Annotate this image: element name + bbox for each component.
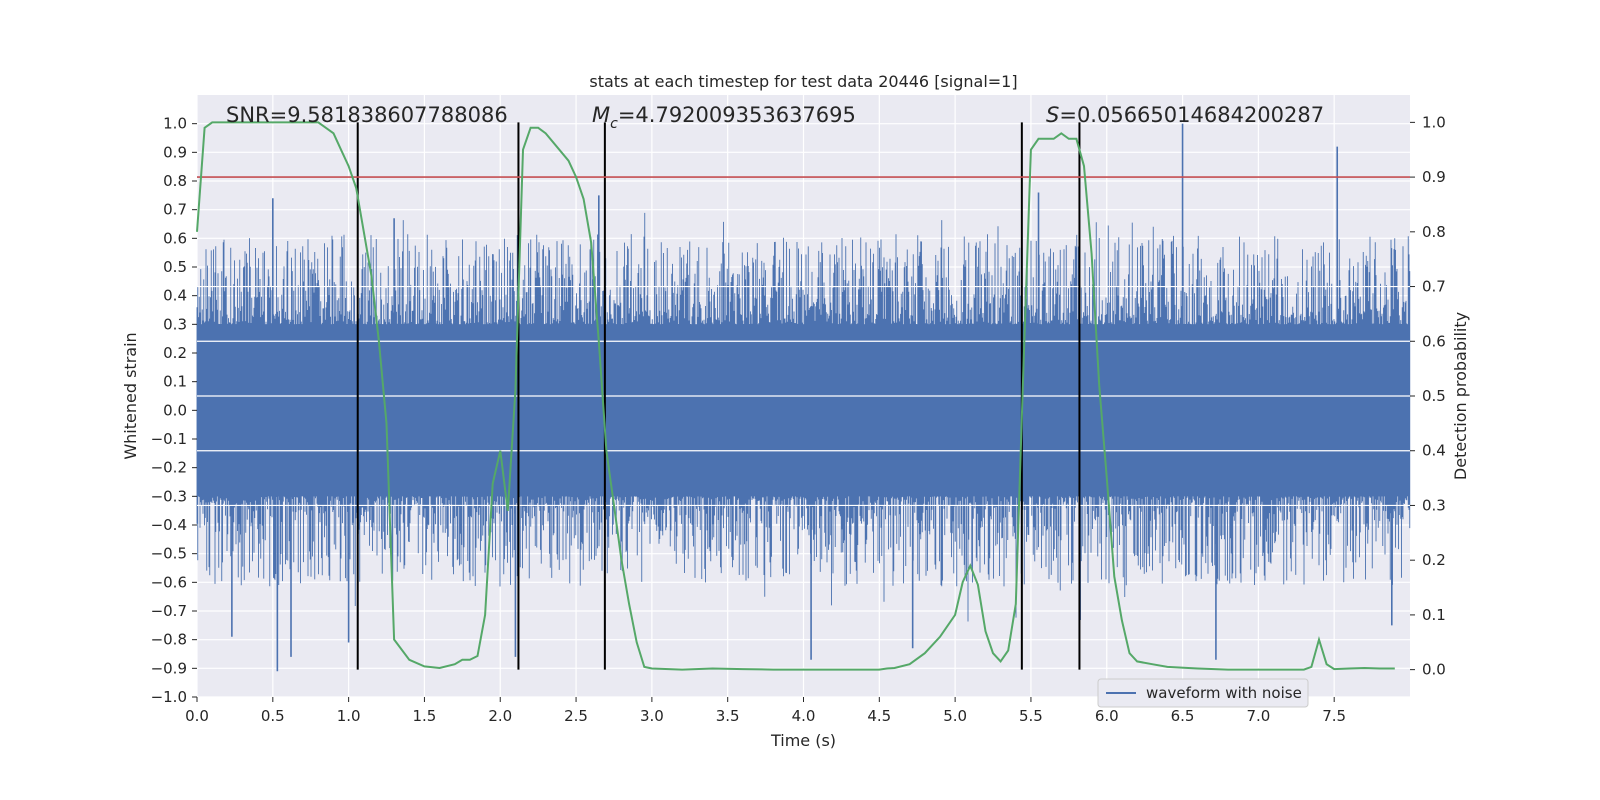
detection-probability-line (196, 121, 1395, 671)
x-tick-label: 0.0 (185, 707, 209, 725)
mc-value: =4.792009353637695 (618, 103, 856, 127)
x-tick-label: 7.5 (1322, 707, 1346, 725)
mc-subscript: c (610, 116, 618, 132)
y-tick-label: −1.0 (151, 688, 187, 706)
y-tick-label: 0.1 (163, 373, 187, 391)
y-tick-label: 1.0 (163, 115, 187, 133)
x-tick-labels: 0.0 0.5 1.0 1.5 2.0 2.5 3.0 3.5 4.0 4.5 5.0 5.5 6.0 6… (185, 697, 1346, 725)
y2-tick-label: 1.0 (1422, 113, 1446, 131)
y-tick-label: 0.9 (163, 143, 187, 161)
strain-core-band (197, 324, 1410, 497)
y-tick-label: 0.0 (163, 401, 187, 419)
x-tick-label: 5.5 (1019, 707, 1043, 725)
x-tick-label: 4.5 (867, 707, 891, 725)
y-tick-label: 0.5 (163, 258, 187, 276)
snr-annotation: SNR=9.581838607788086 (226, 103, 508, 127)
y-tick-label: −0.8 (151, 631, 187, 649)
x-tick-label: 2.0 (488, 707, 512, 725)
y-tick-label: 0.2 (163, 344, 187, 362)
y-tick-label: −0.3 (151, 487, 187, 505)
y-tick-label: 0.4 (163, 287, 187, 305)
s-annotation: S=0.05665014684200287 (1046, 103, 1324, 127)
y2-tick-label: 0.3 (1422, 496, 1446, 514)
x-tick-label: 6.5 (1171, 707, 1195, 725)
y2-axis-label: Detection probability (1451, 312, 1470, 480)
y-tick-label: −0.1 (151, 430, 187, 448)
probability-series (196, 121, 1395, 671)
y2-tick-label: 0.1 (1422, 606, 1446, 624)
x-tick-label: 3.0 (640, 707, 664, 725)
y-tick-label: −0.5 (151, 545, 187, 563)
y-tick-label: −0.6 (151, 573, 187, 591)
x-tick-label: 6.0 (1095, 707, 1119, 725)
y-tick-labels: 1.0 0.9 0.8 0.7 0.6 0.5 0.4 0.3 0.2 0.1 0.0 −0.1 −0.… (151, 115, 197, 706)
y-tick-label: 0.8 (163, 172, 187, 190)
y2-tick-labels: 1.0 0.9 0.8 0.7 0.6 0.5 0.4 0.3 0.2 0.1 0.0 (1410, 113, 1446, 679)
chirp-mass-annotation: Mc=4.792009353637695 (592, 103, 856, 132)
x-tick-label: 1.0 (337, 707, 361, 725)
y-tick-label: 0.7 (163, 201, 187, 219)
y2-tick-label: 0.8 (1422, 223, 1446, 241)
x-tick-label: 7.0 (1246, 707, 1270, 725)
y-tick-label: −0.2 (151, 459, 187, 477)
y2-tick-label: 0.5 (1422, 387, 1446, 405)
legend-box (1097, 678, 1309, 708)
s-symbol: S (1046, 103, 1059, 127)
mc-symbol: M (592, 103, 610, 127)
y-tick-label: −0.9 (151, 659, 187, 677)
y-tick-label: −0.4 (151, 516, 187, 534)
y2-tick-label: 0.0 (1422, 661, 1446, 679)
y-tick-label: −0.7 (151, 602, 187, 620)
y2-tick-label: 0.4 (1422, 442, 1446, 460)
x-axis-label: Time (s) (770, 731, 836, 750)
strain-series (196, 123, 1411, 672)
y-axis-label: Whitened strain (121, 332, 140, 459)
y2-tick-label: 0.9 (1422, 168, 1446, 186)
y-tick-label: 0.3 (163, 315, 187, 333)
y2-tick-label: 0.2 (1422, 551, 1446, 569)
y2-tick-label: 0.6 (1422, 332, 1446, 350)
y-tick-label: 0.6 (163, 229, 187, 247)
chart-title: stats at each timestep for test data 204… (589, 72, 1017, 91)
x-tick-label: 5.0 (943, 707, 967, 725)
x-tick-label: 4.0 (792, 707, 816, 725)
x-tick-label: 0.5 (261, 707, 285, 725)
y2-tick-label: 0.7 (1422, 278, 1446, 296)
x-tick-label: 3.5 (716, 707, 740, 725)
s-value: =0.05665014684200287 (1059, 103, 1324, 127)
x-tick-label: 2.5 (564, 707, 588, 725)
legend: waveform with noise (1097, 678, 1309, 708)
legend-label: waveform with noise (1146, 684, 1302, 702)
x-tick-label: 1.5 (413, 707, 437, 725)
